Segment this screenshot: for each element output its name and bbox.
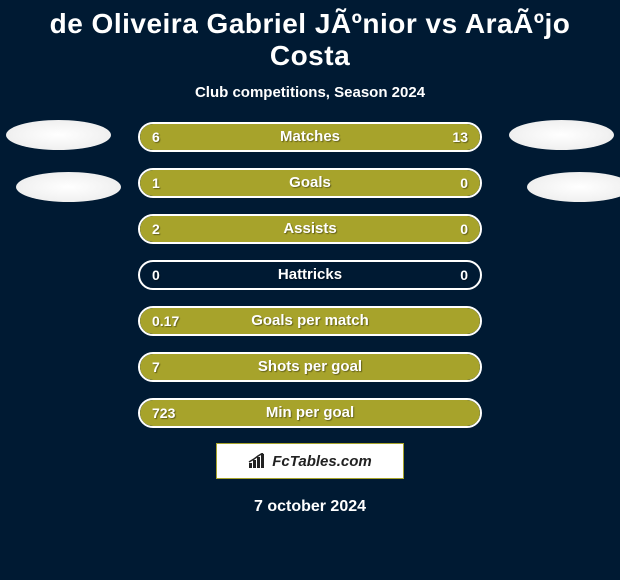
stat-label: Goals per match (140, 308, 480, 334)
player-left-avatar-1 (6, 120, 111, 150)
page-title: de Oliveira Gabriel JÃºnior vs AraÃºjo C… (0, 0, 620, 76)
player-left-avatar-2 (16, 172, 121, 202)
stat-row: 00Hattricks (138, 260, 482, 290)
stat-row: 723Min per goal (138, 398, 482, 428)
stat-label: Assists (140, 216, 480, 242)
stat-row: 7Shots per goal (138, 352, 482, 382)
stat-label: Shots per goal (140, 354, 480, 380)
stat-label: Goals (140, 170, 480, 196)
chart-icon (248, 453, 268, 469)
player-right-avatar-1 (509, 120, 614, 150)
brand-text: FcTables.com (272, 453, 371, 470)
subtitle: Club competitions, Season 2024 (0, 84, 620, 101)
brand-badge: FcTables.com (216, 443, 404, 479)
stat-row: 613Matches (138, 122, 482, 152)
comparison-bars: 613Matches 10Goals 20Assists 00Hattricks 0.1… (138, 122, 482, 444)
stat-row: 0.17Goals per match (138, 306, 482, 336)
stat-label: Min per goal (140, 400, 480, 426)
player-right-avatar-2 (527, 172, 620, 202)
stat-label: Matches (140, 124, 480, 150)
date-label: 7 october 2024 (0, 498, 620, 516)
stat-row: 20Assists (138, 214, 482, 244)
stat-label: Hattricks (140, 262, 480, 288)
stat-row: 10Goals (138, 168, 482, 198)
